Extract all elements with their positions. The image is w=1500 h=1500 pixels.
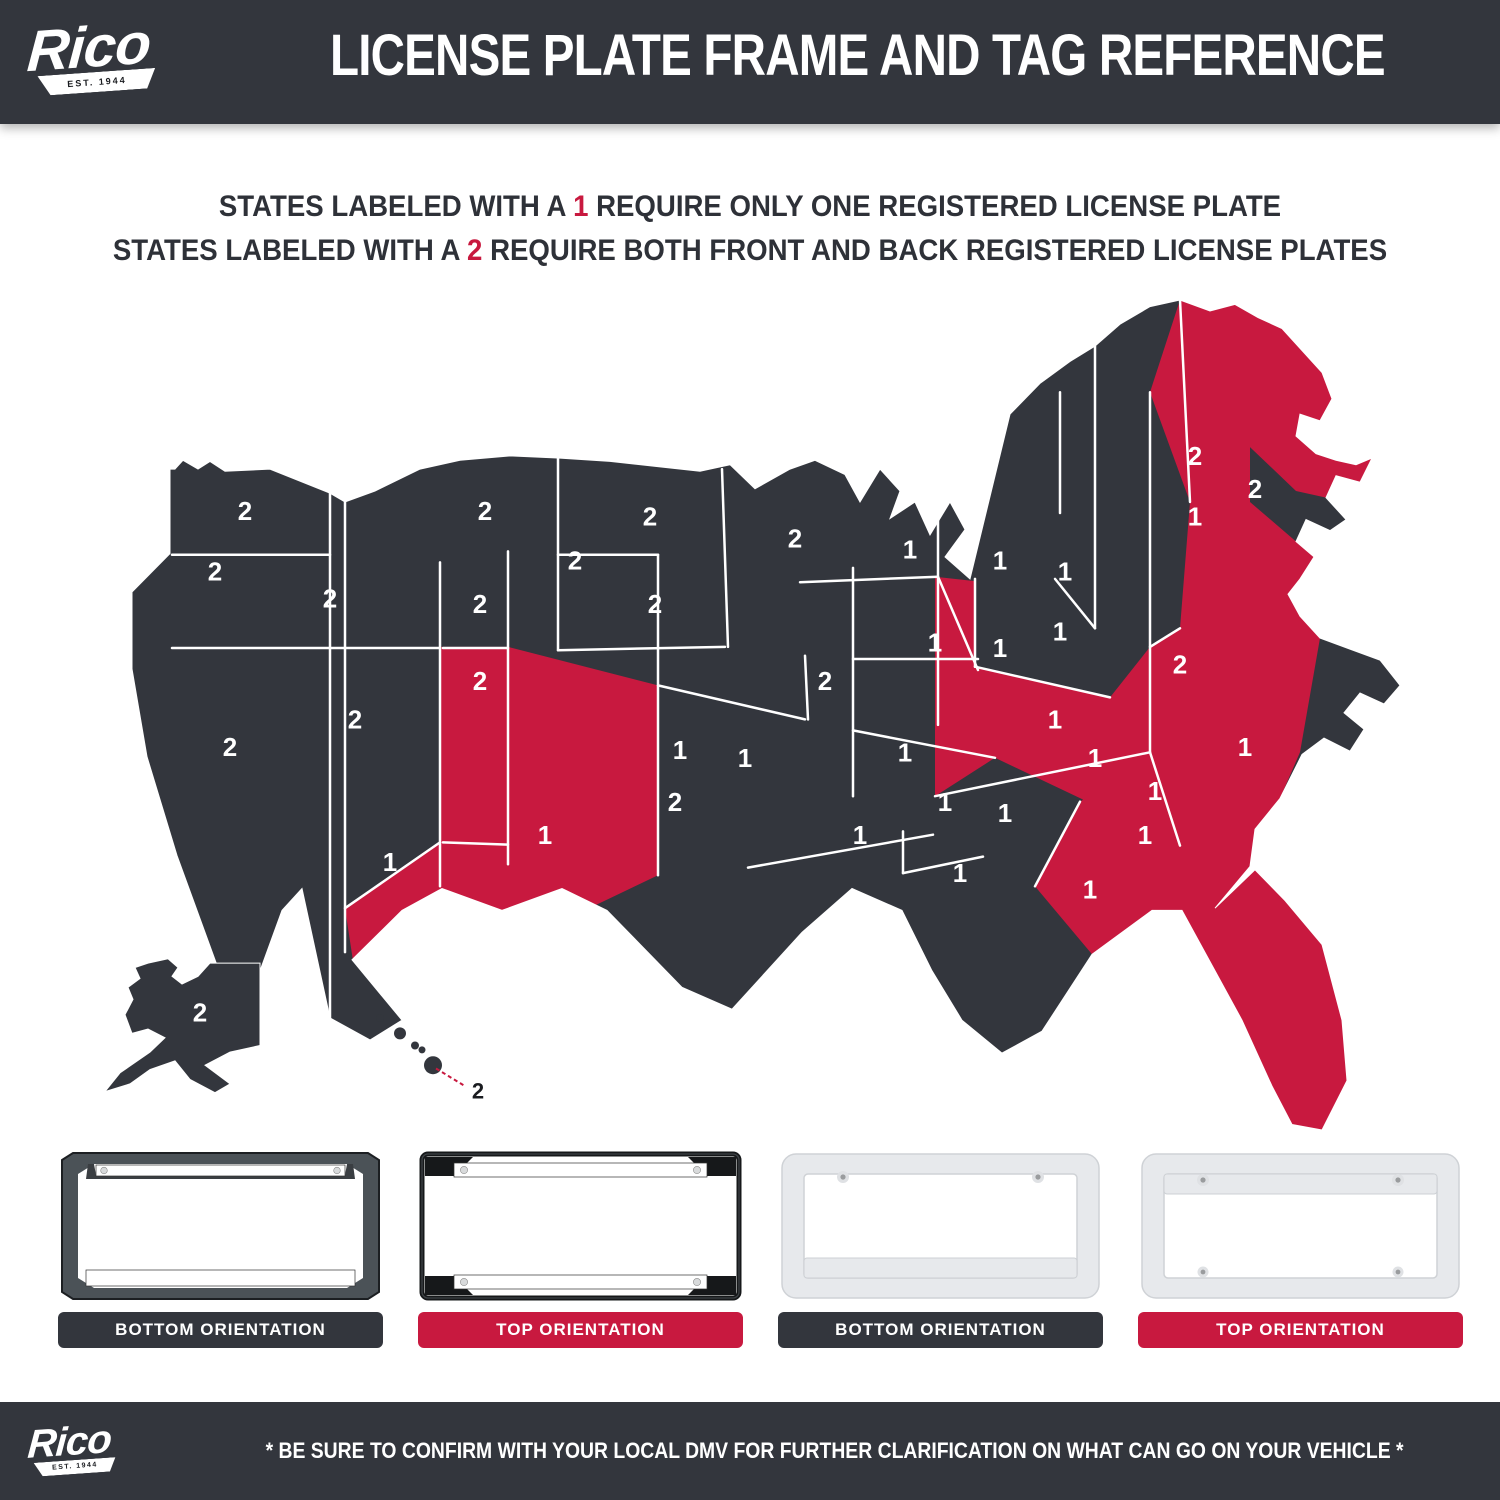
svg-text:2: 2 <box>668 787 682 817</box>
svg-text:1: 1 <box>993 633 1007 663</box>
svg-text:1: 1 <box>1053 617 1067 647</box>
svg-text:1: 1 <box>673 735 687 765</box>
svg-text:2: 2 <box>208 556 222 586</box>
svg-text:2: 2 <box>643 501 657 531</box>
svg-text:1: 1 <box>928 628 942 658</box>
svg-text:1: 1 <box>1083 875 1097 905</box>
svg-text:2: 2 <box>818 666 832 696</box>
svg-text:2: 2 <box>788 523 802 553</box>
svg-text:2: 2 <box>473 666 487 696</box>
svg-text:1: 1 <box>953 858 967 888</box>
svg-text:2: 2 <box>473 589 487 619</box>
svg-text:2: 2 <box>193 998 207 1028</box>
svg-text:2: 2 <box>478 496 492 526</box>
svg-text:1: 1 <box>1138 820 1152 850</box>
svg-text:1: 1 <box>1048 704 1062 734</box>
svg-text:2: 2 <box>1173 650 1187 680</box>
svg-text:1: 1 <box>1188 501 1202 531</box>
svg-text:2: 2 <box>238 496 252 526</box>
svg-text:1: 1 <box>898 737 912 767</box>
svg-text:2: 2 <box>223 732 237 762</box>
svg-text:1: 1 <box>993 545 1007 575</box>
svg-text:1: 1 <box>383 847 397 877</box>
svg-text:2: 2 <box>472 1079 484 1104</box>
svg-text:2: 2 <box>593 924 607 954</box>
svg-text:2: 2 <box>1248 474 1262 504</box>
svg-text:1: 1 <box>538 820 552 850</box>
svg-text:1: 1 <box>1238 732 1252 762</box>
svg-text:1: 1 <box>938 787 952 817</box>
svg-text:1: 1 <box>1088 743 1102 773</box>
svg-text:1: 1 <box>1203 990 1217 1020</box>
svg-text:2: 2 <box>568 545 582 575</box>
svg-text:2: 2 <box>648 589 662 619</box>
svg-text:1: 1 <box>1148 776 1162 806</box>
svg-text:1: 1 <box>853 820 867 850</box>
svg-text:1: 1 <box>903 534 917 564</box>
svg-text:1: 1 <box>1058 556 1072 586</box>
svg-text:2: 2 <box>323 584 337 614</box>
svg-text:2: 2 <box>348 704 362 734</box>
svg-text:2: 2 <box>1188 441 1202 471</box>
svg-text:1: 1 <box>738 743 752 773</box>
svg-text:2: 2 <box>123 759 137 789</box>
svg-text:1: 1 <box>998 798 1012 828</box>
